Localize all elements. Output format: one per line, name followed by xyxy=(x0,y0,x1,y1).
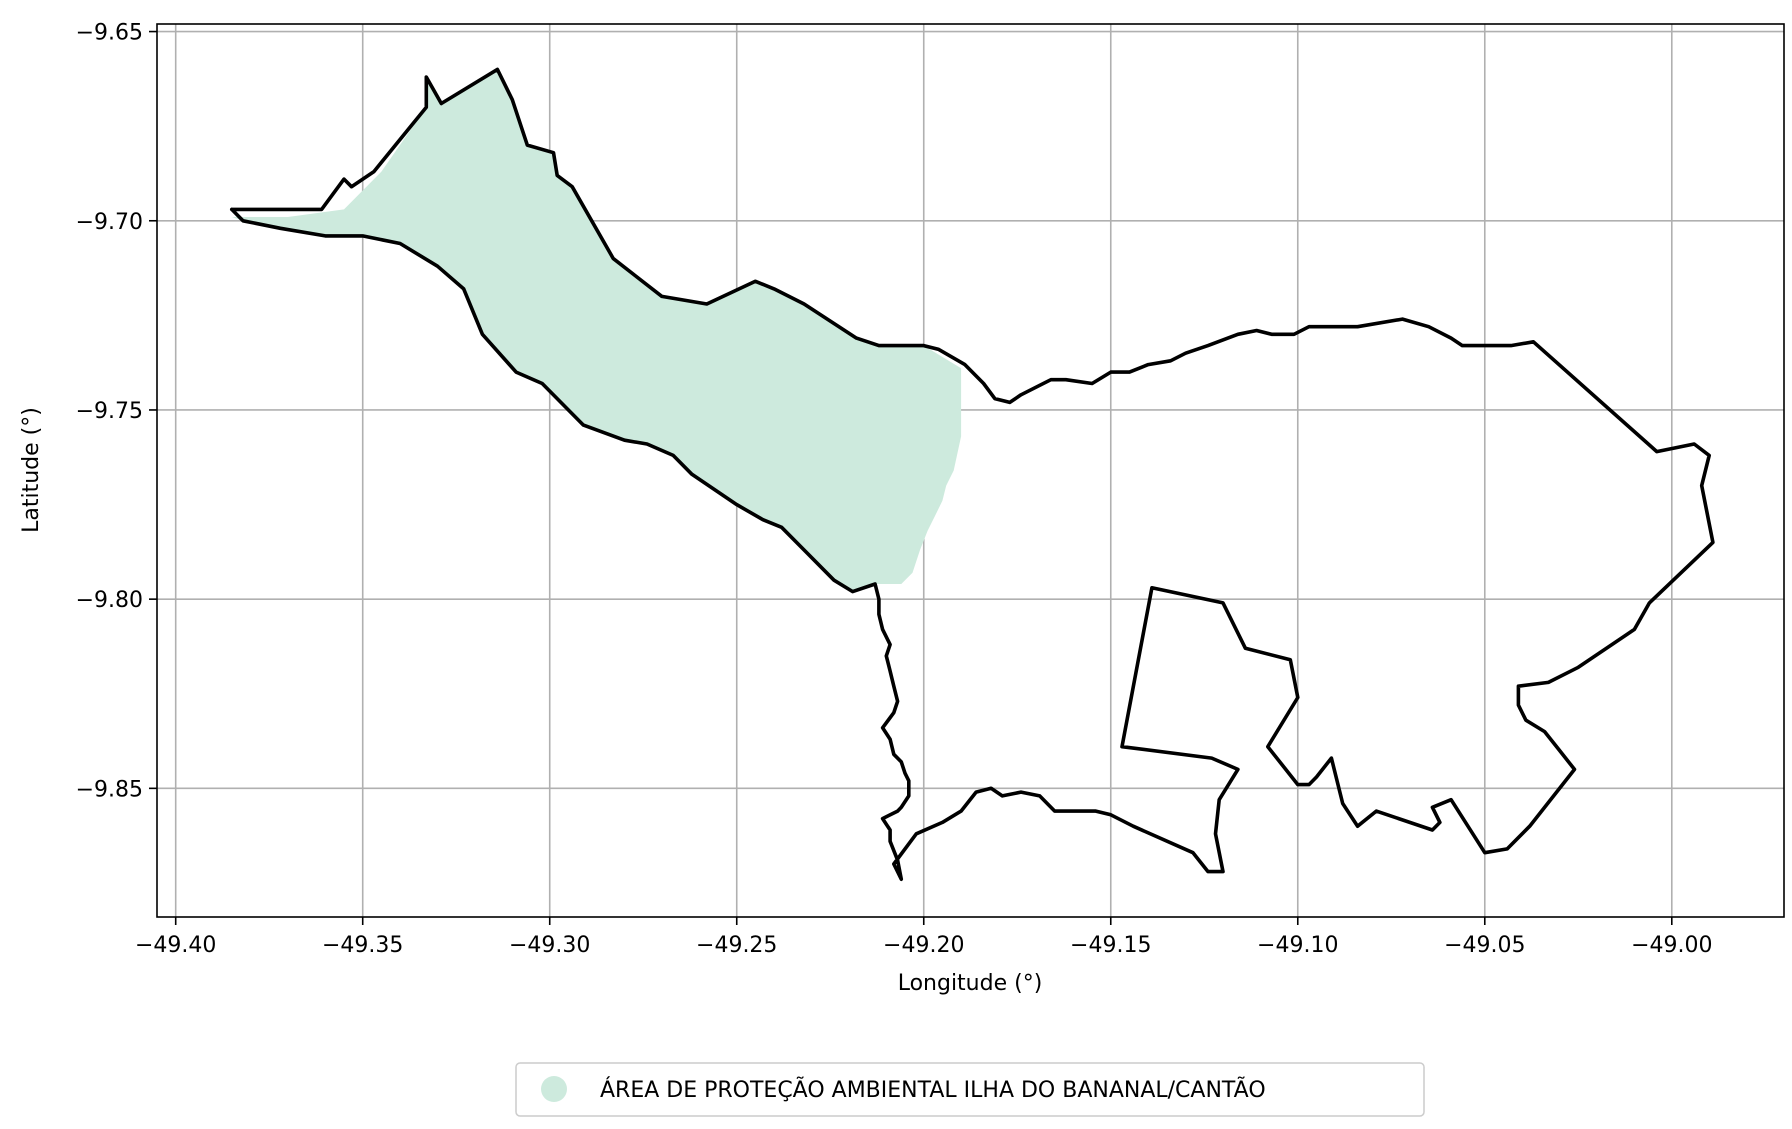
x-tick-label: −49.35 xyxy=(322,933,403,958)
x-tick-label: −49.25 xyxy=(696,933,777,958)
legend-label: ÁREA DE PROTEÇÃO AMBIENTAL ILHA DO BANAN… xyxy=(600,1076,1266,1103)
plot-frame xyxy=(156,23,1785,918)
x-axis-label: Longitude (°) xyxy=(898,971,1043,996)
y-axis-ticks: −9.65 −9.70 −9.75 −9.80 −9.85 xyxy=(76,21,157,802)
y-tick-label: −9.80 xyxy=(76,588,143,613)
x-tick-label: −49.00 xyxy=(1631,933,1712,958)
plot-area xyxy=(156,23,1785,918)
x-tick-label: −49.20 xyxy=(883,933,964,958)
x-tick-label: −49.30 xyxy=(509,933,590,958)
grid-lines xyxy=(157,24,1784,917)
legend-box xyxy=(515,1062,1425,1117)
legend-swatch xyxy=(541,1076,567,1102)
x-tick-label: −49.05 xyxy=(1444,933,1525,958)
y-tick-label: −9.65 xyxy=(76,21,143,46)
y-axis-label: Latitude (°) xyxy=(19,407,44,533)
x-axis-ticks: −49.40 −49.35 −49.30 −49.25 −49.20 −49.15 −49.… xyxy=(135,917,1713,958)
map-layers xyxy=(230,67,1715,882)
x-tick-label: −49.40 xyxy=(135,933,216,958)
x-tick-label: −49.15 xyxy=(1070,933,1151,958)
y-tick-label: −9.75 xyxy=(76,399,143,424)
y-tick-label: −9.85 xyxy=(76,777,143,802)
y-tick-label: −9.70 xyxy=(76,210,143,235)
x-tick-label: −49.10 xyxy=(1257,933,1338,958)
legend: ÁREA DE PROTEÇÃO AMBIENTAL ILHA DO BANAN… xyxy=(515,1062,1425,1117)
protected-area-polygon xyxy=(231,69,962,592)
region-boundary-outline xyxy=(230,67,1715,882)
